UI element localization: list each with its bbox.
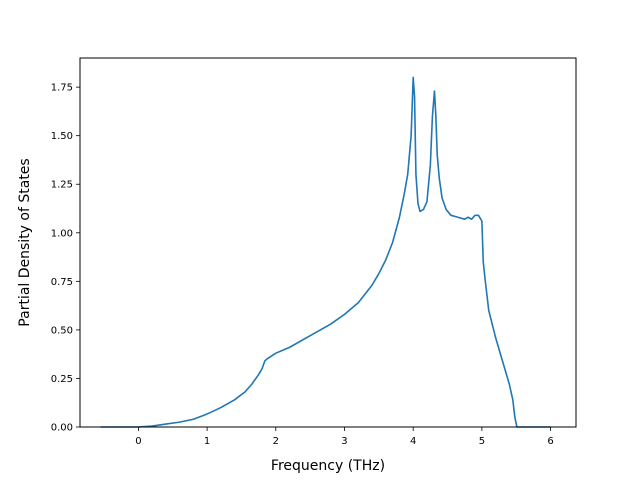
x-axis-ticks: 0 1 2 3 4 5 6 — [135, 427, 554, 447]
y-tick-label: 0.50 — [51, 325, 73, 336]
series-line-0 — [100, 76, 551, 428]
x-axis-title: Frequency (THz) — [271, 458, 385, 474]
y-tick-label: 1.75 — [51, 83, 73, 94]
y-tick-label: 0.00 — [51, 423, 73, 434]
y-axis-ticks: 0.00 0.25 0.50 0.75 1.00 1.25 1.50 1.75 — [51, 83, 80, 434]
x-tick-label: 4 — [410, 436, 416, 447]
y-tick-label: 0.75 — [51, 277, 73, 288]
plot-line-layer — [100, 76, 551, 428]
axes-frame — [79, 57, 577, 428]
x-tick-label: 5 — [479, 436, 485, 447]
y-tick-label: 1.25 — [51, 180, 73, 191]
y-tick-label: 1.50 — [51, 131, 73, 142]
y-tick-label: 0.25 — [51, 374, 73, 385]
x-tick-label: 2 — [273, 436, 279, 447]
x-tick-label: 1 — [204, 436, 210, 447]
y-tick-label: 1.00 — [51, 228, 73, 239]
y-axis-title: Partial Density of States — [17, 158, 33, 326]
x-tick-label: 3 — [341, 436, 347, 447]
x-tick-label: 0 — [135, 436, 141, 447]
x-tick-label: 6 — [547, 436, 553, 447]
